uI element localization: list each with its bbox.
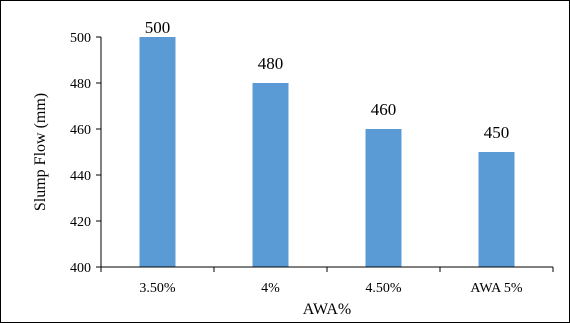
bar: [365, 129, 402, 267]
y-tick-label: 420: [70, 215, 91, 230]
x-axis-title: AWA%: [303, 301, 351, 318]
data-label: 480: [258, 54, 284, 73]
x-axis-ticks: 3.50% 4% 4.50% AWA 5%: [100, 267, 554, 296]
bar: [252, 83, 289, 267]
x-tick-label: AWA 5%: [470, 281, 522, 296]
x-tick-label: 4%: [261, 281, 280, 296]
bar: [478, 152, 515, 267]
bars: [139, 37, 515, 267]
data-label: 500: [145, 18, 171, 37]
data-labels: 500 480 460 450: [145, 18, 510, 142]
bar: [139, 37, 176, 267]
x-tick-label: 4.50%: [365, 281, 402, 296]
data-label: 460: [371, 100, 397, 119]
y-tick-label: 400: [70, 261, 91, 276]
y-tick-label: 440: [70, 169, 91, 184]
y-tick-label: 460: [70, 123, 91, 138]
y-axis-ticks: 400 420 440 460 480 500: [70, 31, 101, 276]
data-label: 450: [484, 123, 510, 142]
y-tick-label: 480: [70, 77, 91, 92]
y-axis-title: Slump Flow (mm): [32, 93, 49, 211]
y-tick-label: 500: [70, 31, 91, 46]
x-tick-label: 3.50%: [139, 281, 176, 296]
